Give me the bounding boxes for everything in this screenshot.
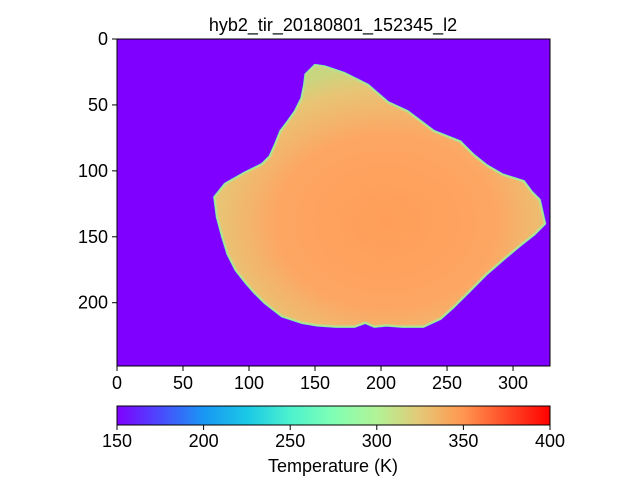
colorbar-tick-label: 400 (535, 431, 565, 451)
x-tick-label: 100 (234, 373, 264, 393)
y-tick-label: 50 (88, 95, 108, 115)
colorbar-label: Temperature (K) (268, 456, 398, 476)
colorbar-axis: 150 200 250 300 350 400 (102, 425, 565, 451)
y-tick-label: 150 (78, 227, 108, 247)
y-axis: 0 50 100 150 200 (78, 29, 117, 313)
x-tick-label: 150 (300, 373, 330, 393)
colorbar-tick-label: 300 (362, 431, 392, 451)
colorbar-tick-label: 150 (102, 431, 132, 451)
x-tick-label: 250 (432, 373, 462, 393)
colorbar-tick-label: 350 (448, 431, 478, 451)
colorbar-tick-label: 250 (275, 431, 305, 451)
x-tick-label: 50 (173, 373, 193, 393)
colorbar-tick-label: 200 (189, 431, 219, 451)
x-tick-label: 0 (112, 373, 122, 393)
y-tick-label: 0 (98, 29, 108, 49)
chart-title: hyb2_tir_20180801_152345_l2 (209, 15, 457, 36)
x-tick-label: 300 (498, 373, 528, 393)
asteroid-body (213, 64, 546, 328)
colorbar (116, 405, 551, 426)
x-axis: 0 50 100 150 200 250 300 (112, 366, 528, 393)
y-tick-label: 200 (78, 293, 108, 313)
y-tick-label: 100 (78, 161, 108, 181)
plot-frame (116, 38, 551, 367)
x-tick-label: 200 (366, 373, 396, 393)
plot-area (117, 39, 550, 366)
